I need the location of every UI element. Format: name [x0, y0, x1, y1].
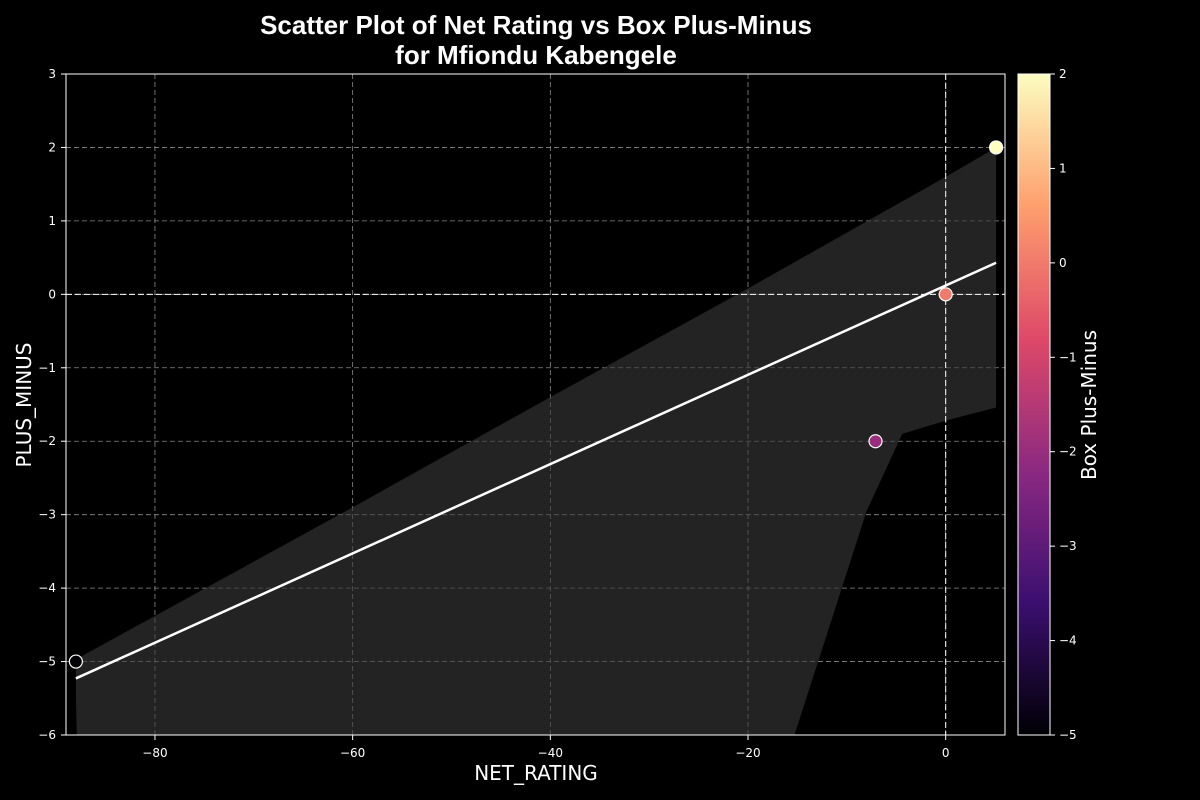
data-point: [990, 141, 1003, 154]
x-tick-label: −20: [735, 746, 760, 760]
data-point: [869, 435, 882, 448]
x-tick-label: −80: [142, 746, 167, 760]
y-tick-label: −5: [38, 655, 56, 669]
colorbar-tick-label: −4: [1059, 634, 1077, 648]
colorbar-label: Box Plus-Minus: [1077, 330, 1101, 480]
y-tick-label: −3: [38, 508, 56, 522]
colorbar-tick-label: −1: [1059, 350, 1077, 364]
colorbar-tick-label: 0: [1059, 256, 1067, 270]
y-axis-label: PLUS_MINUS: [12, 343, 36, 468]
x-tick-label: −60: [340, 746, 365, 760]
x-tick-label: −40: [538, 746, 563, 760]
colorbar: −5 −4 −3 −2 −1 0 1 2: [1018, 67, 1077, 742]
colorbar-swatch: [1018, 74, 1050, 735]
y-tick-label: −2: [38, 434, 56, 448]
colorbar-tick-label: 1: [1059, 161, 1067, 175]
colorbar-tick-label: −3: [1059, 539, 1077, 553]
y-tick-label: 3: [48, 67, 56, 81]
colorbar-tick-label: 2: [1059, 67, 1067, 81]
data-point: [939, 288, 952, 301]
y-tick-label: 2: [48, 140, 56, 154]
colorbar-tick-label: −5: [1059, 728, 1077, 742]
y-tick-label: 1: [48, 214, 56, 228]
chart-title-line-2: for Mfiondu Kabengele: [395, 40, 677, 70]
y-tick-label: 0: [48, 287, 56, 301]
plot-area: −80 −60 −40 −20 0 −6 −5 −4 −3 −2 −1 0 1 2 3: [38, 67, 1005, 760]
x-axis-label: NET_RATING: [474, 761, 598, 785]
y-tick-label: −6: [38, 728, 56, 742]
data-point: [69, 655, 82, 668]
x-tick-label: 0: [942, 746, 950, 760]
y-tick-label: −1: [38, 361, 56, 375]
colorbar-tick-label: −2: [1059, 445, 1077, 459]
y-tick-label: −4: [38, 581, 56, 595]
chart-title-line-1: Scatter Plot of Net Rating vs Box Plus-M…: [260, 10, 812, 40]
